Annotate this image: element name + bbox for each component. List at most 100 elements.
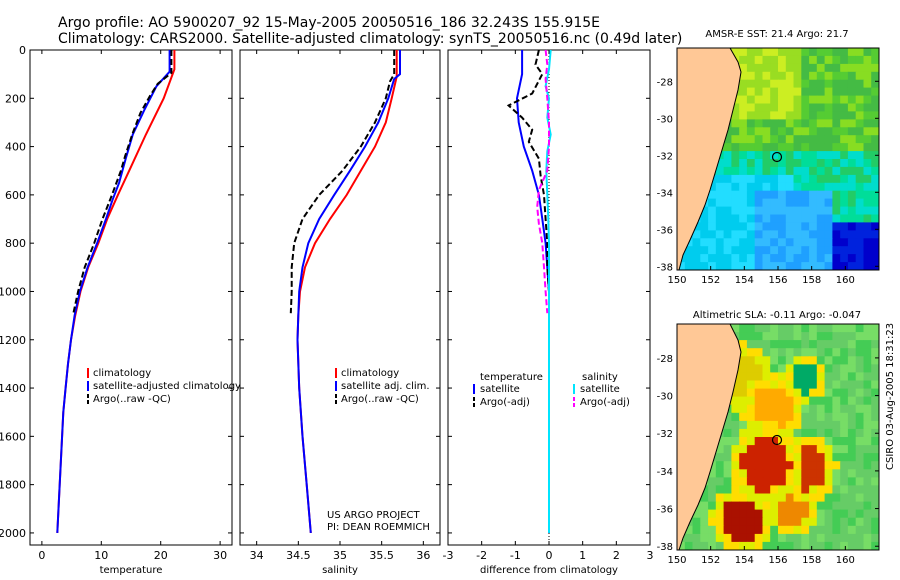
map-cell — [762, 71, 771, 81]
map-cell — [871, 420, 879, 430]
map-cell — [824, 412, 833, 422]
map-cell — [778, 119, 787, 128]
map-cell — [832, 501, 841, 511]
map-cell — [778, 485, 787, 495]
map-cell — [754, 509, 764, 519]
map-cell — [793, 396, 802, 406]
legend-label: satellite adj. clim. — [341, 381, 430, 392]
map-cell — [793, 254, 802, 263]
map-cell — [778, 324, 787, 333]
map-cell — [801, 332, 810, 341]
map-cell — [754, 469, 764, 478]
map-cell — [855, 501, 865, 511]
map-cell — [855, 364, 865, 374]
map-cell — [762, 198, 771, 208]
map-cell — [832, 222, 841, 231]
map-cell — [778, 127, 787, 136]
map-cell — [715, 541, 725, 550]
map-cell — [723, 246, 732, 255]
map-cell — [739, 48, 748, 57]
map-cell — [801, 428, 810, 438]
map-cell — [785, 428, 795, 438]
map-cell — [847, 396, 857, 406]
map-cell — [840, 509, 849, 519]
map-cell — [855, 55, 865, 65]
map-cell — [871, 493, 879, 503]
map-cell — [731, 477, 740, 487]
map-cell — [746, 501, 756, 511]
map-cell — [739, 63, 748, 73]
map-cell — [739, 356, 748, 365]
map-cell — [847, 364, 857, 374]
map-cell — [816, 485, 826, 495]
map-cell — [832, 238, 841, 247]
map-cell — [746, 127, 756, 136]
map-cell — [708, 485, 717, 495]
map-cell — [816, 501, 826, 511]
map-cell — [692, 238, 701, 247]
map-cell — [715, 190, 725, 200]
map-cell — [778, 437, 787, 446]
map-cell — [723, 143, 732, 152]
map-cell — [746, 103, 756, 112]
map-cell — [746, 364, 756, 374]
map-cell — [715, 453, 725, 462]
map-cell — [832, 461, 841, 470]
map-cell — [871, 174, 879, 184]
map-cell — [816, 135, 826, 144]
map-cell — [762, 262, 771, 270]
map-cell — [739, 174, 748, 184]
map-cell — [692, 246, 701, 255]
map-cell — [762, 135, 771, 144]
map-cell — [778, 63, 787, 73]
map-cell — [684, 533, 694, 543]
map-cell — [762, 364, 771, 374]
map-cell — [715, 174, 725, 184]
map-cell — [871, 412, 879, 422]
map-cell — [816, 404, 826, 414]
map-cell — [809, 388, 818, 398]
map-cell — [824, 95, 833, 105]
map-cell — [731, 48, 740, 57]
map-cell — [731, 517, 740, 527]
map-cell — [863, 428, 872, 438]
map-cell — [863, 71, 872, 81]
map-cell — [754, 332, 764, 341]
map-cell — [785, 420, 795, 430]
map-cell — [770, 174, 779, 184]
map-cell — [840, 501, 849, 511]
map-y-tick-label: -36 — [657, 225, 673, 236]
map-cell — [762, 493, 771, 503]
map-cell — [778, 380, 787, 390]
map-cell — [762, 541, 771, 550]
map-cell — [809, 477, 818, 487]
map-cell — [762, 63, 771, 73]
map-cell — [824, 420, 833, 430]
x-tick-label: 34 — [250, 549, 264, 562]
map-cell — [871, 372, 879, 382]
map-cell — [715, 477, 725, 487]
map-cell — [770, 55, 779, 65]
map-cell — [723, 230, 732, 239]
map-cell — [809, 103, 818, 112]
map-cell — [863, 198, 872, 208]
map-cell — [746, 71, 756, 81]
map-x-tick-label: 154 — [735, 555, 754, 566]
map-cell — [832, 493, 841, 503]
map-cell — [778, 404, 787, 414]
map-cell — [746, 63, 756, 73]
map-cell — [746, 214, 756, 223]
map-cell — [824, 356, 833, 365]
map-cell — [785, 445, 795, 454]
map-cell — [871, 254, 879, 263]
map-cell — [785, 485, 795, 495]
panel-temperature: 0 10 20 30 temperature 0 200 400 600 800 1000 1200 1… — [0, 44, 241, 576]
map-y-tick-label: -34 — [657, 188, 673, 199]
map-cell — [809, 262, 818, 270]
map-cell — [840, 356, 849, 365]
map-cell — [855, 198, 865, 208]
map-cell — [863, 254, 872, 263]
map-cell — [816, 87, 826, 97]
map-cell — [778, 151, 787, 160]
map-cell — [739, 533, 748, 543]
